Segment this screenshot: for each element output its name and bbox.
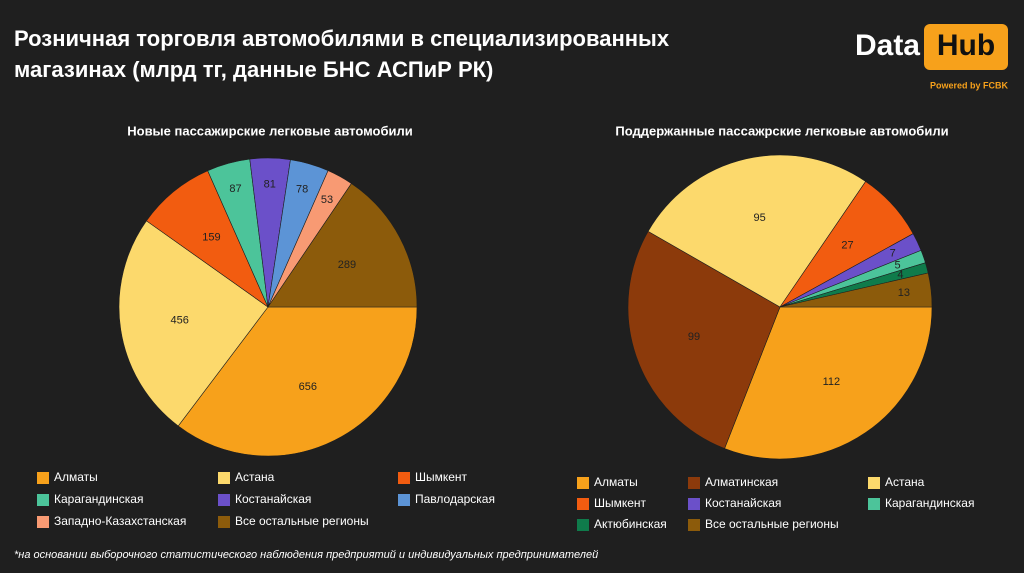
legend-label: Астана bbox=[235, 470, 275, 484]
legend-label: Все остальные регионы bbox=[705, 517, 839, 531]
legend-swatch bbox=[577, 519, 589, 531]
value-label: 4 bbox=[897, 269, 903, 281]
legend-label: Шымкент bbox=[594, 496, 647, 510]
legend-label: Костанайская bbox=[235, 492, 311, 506]
legend-label: Шымкент bbox=[415, 470, 468, 484]
legend-swatch bbox=[398, 472, 410, 484]
pie-slice bbox=[647, 154, 867, 308]
pie-slice bbox=[177, 306, 418, 457]
pie-slice bbox=[724, 306, 933, 460]
legend-label: Западно-Казахстанская bbox=[54, 514, 186, 528]
legend-label: Павлодарская bbox=[415, 492, 495, 506]
legend-swatch bbox=[37, 516, 49, 528]
value-label: 112 bbox=[823, 376, 841, 388]
value-label: 87 bbox=[229, 183, 241, 195]
logo-text: Hub bbox=[937, 29, 995, 62]
value-label: 81 bbox=[264, 179, 276, 191]
legend-swatch bbox=[868, 498, 880, 510]
legend-swatch bbox=[688, 498, 700, 510]
legend-swatch bbox=[218, 494, 230, 506]
logo-box bbox=[924, 24, 1008, 70]
footnote: *на основании выборочного статистическог… bbox=[14, 549, 598, 561]
legend-swatch bbox=[218, 516, 230, 528]
chart-title: Новые пассажирские легковые автомобили bbox=[127, 123, 413, 138]
value-label: 99 bbox=[688, 331, 700, 343]
value-label: 289 bbox=[338, 259, 356, 271]
value-label: 13 bbox=[898, 287, 910, 299]
value-label: 95 bbox=[753, 212, 765, 224]
logo-subtitle: Powered by FCBK bbox=[930, 80, 1009, 90]
legend-swatch bbox=[37, 494, 49, 506]
legend-label: Алматинская bbox=[705, 475, 778, 489]
legend-swatch bbox=[398, 494, 410, 506]
value-label: 159 bbox=[202, 232, 220, 244]
value-label: 7 bbox=[890, 248, 896, 260]
value-label: 456 bbox=[170, 315, 188, 327]
legend-swatch bbox=[868, 477, 880, 489]
pie-slice bbox=[118, 220, 269, 427]
legend-label: Астана bbox=[885, 475, 925, 489]
legend-swatch bbox=[688, 477, 700, 489]
legend-swatch bbox=[37, 472, 49, 484]
legend-swatch bbox=[577, 477, 589, 489]
legend-label: Алматы bbox=[594, 475, 638, 489]
pie-slice bbox=[627, 230, 781, 449]
pie-slice bbox=[779, 272, 933, 308]
value-label: 53 bbox=[321, 194, 333, 206]
legend-label: Костанайская bbox=[705, 496, 781, 510]
page-title: Розничная торговля автомобилями в специа… bbox=[14, 26, 670, 51]
legend-label: Все остальные регионы bbox=[235, 514, 369, 528]
page-title: магазинах (млрд тг, данные БНС АСПиР РК) bbox=[14, 57, 493, 82]
legend-swatch bbox=[577, 498, 589, 510]
legend-label: Карагандинская bbox=[885, 496, 974, 510]
logo-text: Data bbox=[855, 29, 920, 62]
value-label: 5 bbox=[895, 260, 901, 272]
legend-label: Актюбинская bbox=[594, 517, 667, 531]
legend-label: Карагандинская bbox=[54, 492, 143, 506]
value-label: 78 bbox=[296, 184, 308, 196]
pie-slice bbox=[267, 183, 418, 308]
value-label: 27 bbox=[841, 240, 853, 252]
value-label: 656 bbox=[299, 381, 317, 393]
legend-swatch bbox=[218, 472, 230, 484]
chart-title: Поддержанные пассажрские легковые автомо… bbox=[615, 123, 948, 138]
legend-label: Алматы bbox=[54, 470, 98, 484]
legend-swatch bbox=[688, 519, 700, 531]
